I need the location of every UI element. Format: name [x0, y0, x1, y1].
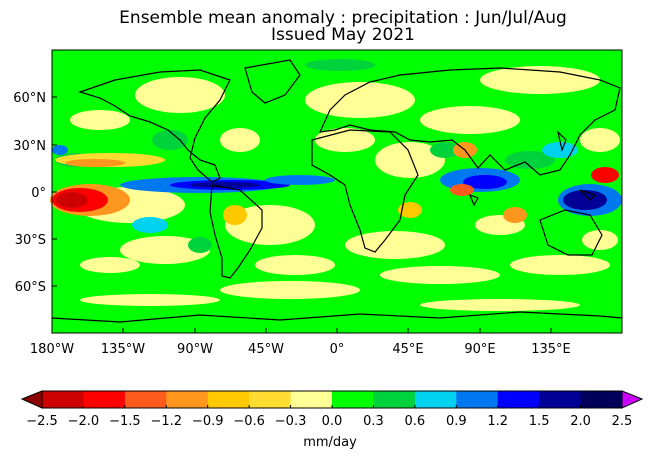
colorbar-cell	[207, 391, 250, 408]
colorbar-cell	[539, 391, 582, 408]
lon-label-180w: 180°W	[30, 342, 74, 357]
colorbar-tick-label: −1.5	[109, 414, 141, 429]
colorbar-cell	[456, 391, 499, 408]
coastlines	[51, 59, 623, 323]
colorbar-tick-label: −0.9	[192, 414, 224, 429]
lat-label-30s: 30°S	[15, 233, 46, 248]
lat-axis: 60°N 30°N 0° 30°S 60°S	[13, 91, 57, 295]
colorbar-cell	[166, 391, 209, 408]
colorbar-cell	[124, 391, 167, 408]
colorbar-cell	[414, 391, 457, 408]
lat-label-0: 0°	[31, 186, 46, 201]
colorbar-tick-label: 0.9	[446, 414, 467, 429]
colorbar-tick-label: −0.6	[233, 414, 265, 429]
colorbar-tick-label: −2.5	[26, 414, 58, 429]
lon-label-90e: 90°E	[464, 342, 495, 357]
lon-label-90w: 90°W	[177, 342, 213, 357]
lon-label-135w: 135°W	[101, 342, 145, 357]
colorbar-label: mm/day	[303, 435, 357, 450]
lon-label-0: 0°	[330, 342, 345, 357]
lon-label-45w: 45°W	[248, 342, 284, 357]
colorbar-cell	[497, 391, 540, 408]
colorbar: −2.5 −2.0 −1.5 −1.2 −0.9 −0.6 −0.3 0.0 0.3 0.6 0.9…	[20, 390, 644, 450]
map-title: Ensemble mean anomaly : precipitation : …	[119, 8, 567, 28]
colorbar-tick-label: 0.6	[405, 414, 426, 429]
colorbar-cell	[42, 391, 84, 408]
lat-label-30n: 30°N	[13, 139, 46, 154]
colorbar-cell	[83, 391, 126, 408]
colorbar-tick-label: −0.3	[275, 414, 307, 429]
lon-axis: 180°W 135°W 90°W 45°W 0° 45°E 90°E 135°E	[30, 328, 571, 357]
anomaly-field	[50, 59, 622, 311]
colorbar-tick-label: 2.0	[570, 414, 591, 429]
colorbar-cell	[373, 391, 416, 408]
colorbar-cell	[290, 391, 333, 408]
colorbar-tick-label: 1.2	[487, 414, 508, 429]
colorbar-over-arrow	[621, 390, 644, 409]
lon-label-135e: 135°E	[531, 342, 571, 357]
colorbar-tick-label: 0.0	[322, 414, 343, 429]
map-subtitle: Issued May 2021	[271, 25, 415, 45]
colorbar-tick-label: −2.0	[68, 414, 100, 429]
colorbar-tick-label: −1.2	[150, 414, 182, 429]
colorbar-cell	[580, 391, 623, 408]
colorbar-tick-label: 1.5	[529, 414, 550, 429]
colorbar-under-arrow	[20, 390, 43, 409]
lon-label-45e: 45°E	[392, 342, 423, 357]
colorbar-cell	[332, 391, 374, 408]
colorbar-tick-label: 2.5	[612, 414, 633, 429]
lat-label-60n: 60°N	[13, 91, 46, 106]
colorbar-tick-label: 0.3	[363, 414, 384, 429]
colorbar-cell	[249, 391, 292, 408]
lat-label-60s: 60°S	[15, 280, 46, 295]
map-panel	[50, 49, 623, 334]
